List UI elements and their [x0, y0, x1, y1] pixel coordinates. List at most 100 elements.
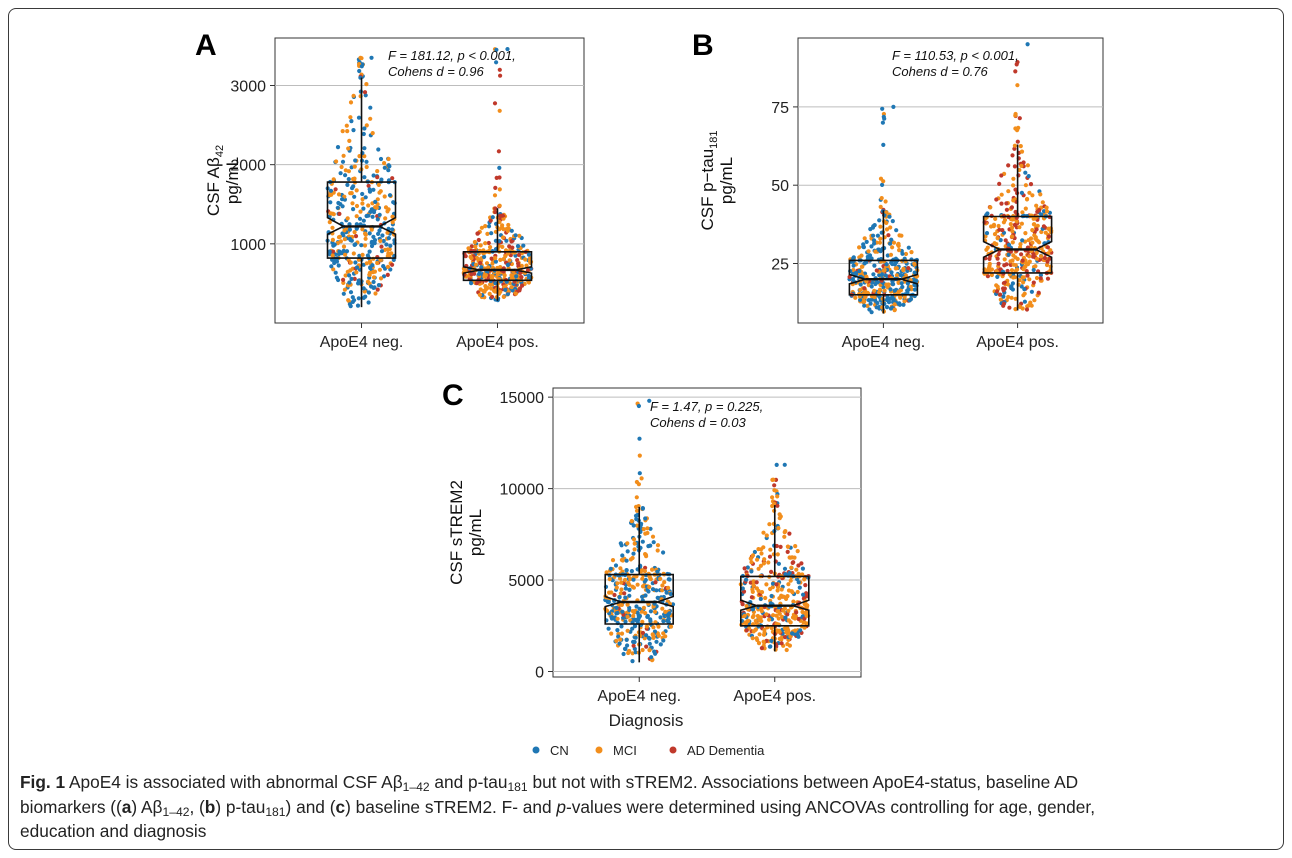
data-point [640, 584, 646, 589]
data-point [341, 280, 346, 285]
data-point [862, 286, 867, 291]
data-point [869, 244, 874, 249]
data-point [492, 288, 497, 293]
data-point [768, 586, 773, 592]
data-point [892, 288, 897, 293]
data-point [623, 595, 628, 600]
data-point [1030, 228, 1035, 233]
data-point [361, 206, 366, 211]
data-point [364, 213, 369, 219]
data-point [333, 187, 338, 192]
data-point [864, 239, 869, 244]
data-point [1023, 231, 1028, 236]
data-point [645, 526, 650, 531]
caption-sub: 1–42 [162, 804, 190, 819]
data-point [912, 270, 917, 275]
data-point [894, 228, 899, 233]
data-point [346, 146, 351, 151]
data-point [1013, 187, 1018, 192]
data-point [755, 637, 760, 643]
data-point [770, 495, 775, 500]
data-point [352, 164, 357, 169]
data-point [890, 281, 895, 286]
data-point [905, 281, 911, 286]
data-point [344, 123, 349, 128]
data-point [785, 612, 790, 617]
data-point [872, 241, 877, 246]
data-point [349, 165, 354, 170]
data-point [647, 636, 652, 641]
data-point [1020, 238, 1025, 243]
data-point [340, 129, 345, 134]
data-point [869, 256, 874, 261]
data-point [505, 262, 510, 268]
data-point [498, 257, 503, 262]
data-point [1010, 258, 1015, 263]
data-point [785, 594, 790, 599]
data-point [648, 618, 653, 624]
data-point [371, 234, 376, 239]
data-point [768, 547, 773, 552]
data-point [775, 494, 780, 499]
data-point [1048, 248, 1053, 253]
data-point [786, 608, 791, 613]
data-point [1011, 198, 1016, 203]
panel-letter: C [442, 379, 464, 412]
data-point [899, 281, 904, 286]
data-point [1009, 225, 1015, 230]
data-point [639, 609, 645, 614]
data-point [370, 270, 376, 275]
data-point [373, 199, 378, 204]
caption-text: ) baseline sTREM2. F- and [345, 796, 557, 817]
data-point [666, 577, 671, 582]
caption-line-3: education and diagnosis [20, 821, 207, 841]
data-point [1010, 240, 1015, 245]
legend-marker [532, 746, 540, 754]
data-point [350, 201, 355, 206]
data-point [1019, 284, 1024, 289]
data-point [796, 634, 801, 639]
data-point [626, 580, 631, 586]
data-point [351, 177, 356, 182]
data-point [898, 288, 904, 293]
data-point [873, 249, 878, 254]
data-point [381, 238, 386, 244]
data-point [1004, 201, 1009, 206]
data-point [758, 615, 764, 620]
data-point [888, 225, 893, 230]
data-point [351, 251, 356, 256]
data-point [868, 227, 873, 232]
data-point [783, 572, 788, 577]
data-point [622, 591, 627, 596]
data-point [994, 197, 999, 202]
data-point [759, 618, 764, 624]
data-point [609, 631, 614, 636]
data-point [664, 590, 669, 595]
data-point [620, 609, 625, 614]
data-point [869, 284, 874, 289]
data-point [1013, 263, 1018, 268]
data-point [333, 270, 338, 275]
data-point [894, 273, 900, 278]
data-point [378, 276, 384, 281]
data-point [383, 216, 388, 221]
data-point [1043, 230, 1048, 235]
data-point [1013, 69, 1018, 74]
data-point [615, 616, 620, 621]
data-point [472, 239, 477, 245]
data-point [390, 220, 395, 225]
data-point [625, 614, 630, 619]
data-point [623, 586, 628, 591]
data-point [1039, 229, 1044, 235]
data-point [998, 297, 1003, 302]
data-point [1015, 139, 1020, 144]
data-point [880, 106, 885, 111]
data-point [892, 302, 897, 307]
data-point [640, 630, 646, 636]
data-point [486, 240, 491, 246]
data-point [463, 254, 468, 259]
data-point [357, 154, 362, 159]
data-point [489, 231, 494, 236]
data-point [786, 618, 791, 623]
data-point [755, 557, 760, 562]
